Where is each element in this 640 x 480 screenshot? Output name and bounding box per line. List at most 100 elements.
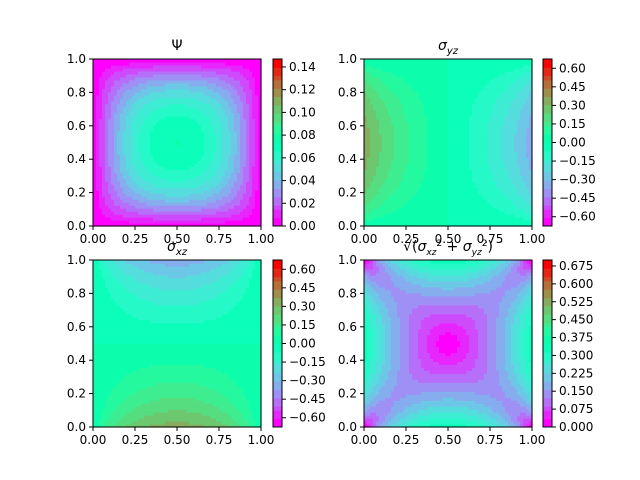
heatmap-cell	[117, 151, 121, 156]
heatmap-cell	[135, 61, 139, 66]
heatmap-cell	[141, 151, 145, 156]
heatmap-cell	[108, 190, 112, 194]
heatmap-cell	[108, 85, 112, 90]
heatmap-cell	[102, 88, 106, 93]
heatmap-cell	[123, 130, 127, 135]
heatmap-cell	[102, 76, 106, 81]
heatmap-cell	[114, 100, 118, 105]
heatmap-cell	[120, 190, 124, 194]
colorbar-tick-label: 0.04	[289, 174, 316, 188]
heatmap-cell	[123, 115, 127, 120]
heatmap-cell	[132, 163, 136, 167]
heatmap-cell	[108, 163, 112, 167]
heatmap-cell	[135, 97, 139, 102]
heatmap-cell	[99, 157, 103, 161]
heatmap-cell	[135, 88, 139, 93]
heatmap-cell	[132, 175, 136, 179]
heatmap-cell	[117, 202, 121, 206]
heatmap-cell	[93, 202, 97, 206]
heatmap-cell	[93, 91, 97, 96]
heatmap-cell	[108, 115, 112, 120]
heatmap-cell	[117, 184, 121, 188]
heatmap-cell	[105, 217, 109, 221]
heatmap-cell	[99, 61, 103, 66]
heatmap-cell	[123, 139, 127, 144]
heatmap-cell	[102, 172, 106, 176]
heatmap-cell	[120, 82, 124, 87]
heatmap-cell	[132, 187, 136, 191]
heatmap-cell	[105, 181, 109, 185]
heatmap-cell	[102, 223, 106, 227]
heatmap-cell	[138, 148, 142, 153]
heatmap-cell	[102, 217, 106, 221]
heatmap-cell	[120, 151, 124, 156]
heatmap-cell	[117, 217, 121, 221]
heatmap-cell	[132, 94, 136, 99]
heatmap-cell	[126, 133, 130, 138]
heatmap-cell	[135, 148, 139, 153]
heatmap-cell	[120, 109, 124, 114]
heatmap-cell	[114, 127, 118, 132]
heatmap-cell	[135, 100, 139, 105]
heatmap-cell	[111, 157, 115, 161]
heatmap-cell	[93, 151, 97, 156]
y-tick-label: 1.0	[67, 52, 86, 66]
heatmap-cell	[99, 199, 103, 203]
heatmap-cell	[129, 130, 133, 135]
heatmap-cell	[111, 76, 115, 81]
heatmap-cell	[126, 154, 130, 159]
heatmap-cell	[138, 106, 142, 111]
heatmap-cell	[120, 85, 124, 90]
heatmap-cell	[96, 208, 100, 212]
heatmap-cell	[132, 190, 136, 194]
heatmap-cell	[117, 106, 121, 111]
heatmap-cell	[114, 136, 118, 141]
heatmap-cell	[123, 148, 127, 153]
heatmap-cell	[93, 64, 97, 69]
heatmap-cell	[132, 169, 136, 173]
heatmap-cell	[132, 142, 136, 147]
heatmap-cell	[120, 184, 124, 188]
heatmap-cell	[141, 160, 145, 164]
heatmap-cell	[138, 103, 142, 108]
heatmap-cell	[126, 109, 130, 114]
heatmap-cell	[114, 184, 118, 188]
heatmap-cell	[105, 97, 109, 102]
heatmap-cell	[108, 157, 112, 161]
colorbar-band	[273, 92, 282, 98]
heatmap-cell	[114, 64, 118, 69]
heatmap-cell	[108, 142, 112, 147]
heatmap-cell	[96, 223, 100, 227]
heatmap-cell	[96, 94, 100, 99]
heatmap-cell	[105, 160, 109, 164]
heatmap-cell	[135, 169, 139, 173]
heatmap-cell	[111, 118, 115, 123]
heatmap-cell	[138, 109, 142, 114]
heatmap-cell	[126, 121, 130, 126]
heatmap-cell	[102, 160, 106, 164]
heatmap-cell	[108, 100, 112, 105]
psi-title: Ψ	[171, 38, 182, 54]
heatmap-cell	[111, 61, 115, 66]
colorbar-band	[273, 134, 282, 139]
heatmap-cell	[93, 178, 97, 182]
heatmap-cell	[123, 157, 127, 161]
heatmap-cell	[108, 139, 112, 144]
heatmap-cell	[132, 205, 136, 209]
heatmap-cell	[114, 202, 118, 206]
heatmap-cell	[117, 118, 121, 123]
heatmap-cell	[96, 97, 100, 102]
heatmap-cell	[120, 124, 124, 129]
heatmap-cell	[102, 64, 106, 69]
heatmap-cell	[138, 61, 142, 66]
heatmap-cell	[141, 157, 145, 161]
heatmap-cell	[123, 121, 127, 126]
heatmap-cell	[123, 163, 127, 167]
heatmap-cell	[93, 97, 97, 102]
heatmap-cell	[93, 127, 97, 132]
heatmap-cell	[135, 217, 139, 221]
heatmap-cell	[117, 79, 121, 84]
colorbar-band	[273, 88, 282, 93]
heatmap-cell	[132, 64, 136, 69]
heatmap-cell	[114, 106, 118, 111]
